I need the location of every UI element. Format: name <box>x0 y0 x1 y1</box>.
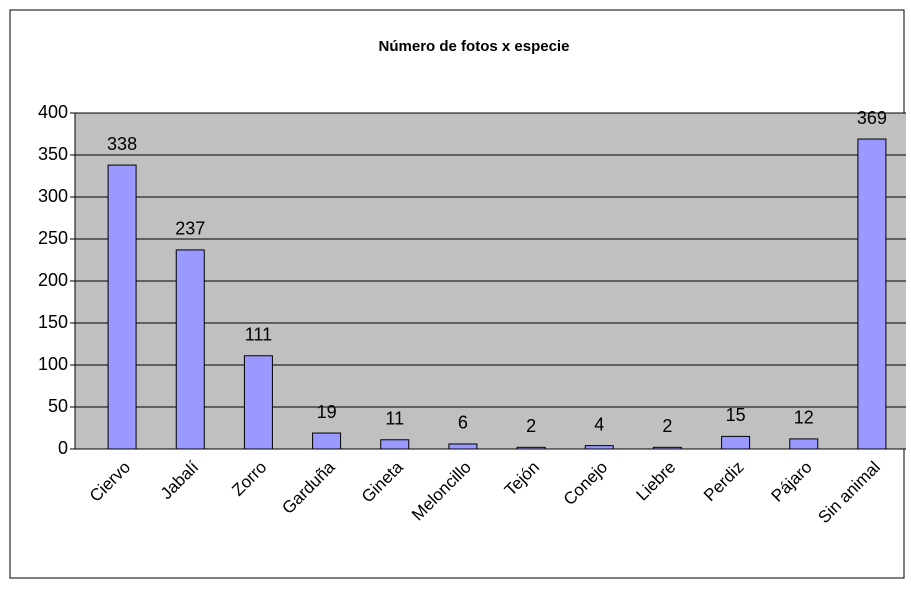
data-label: 11 <box>385 409 404 429</box>
bar <box>243 355 273 450</box>
y-tick-label: 350 <box>38 144 68 164</box>
y-tick-label: 100 <box>38 354 68 374</box>
data-label: 111 <box>245 325 272 345</box>
data-label: 338 <box>107 134 137 154</box>
data-label: 237 <box>175 219 205 239</box>
bar <box>584 445 614 450</box>
y-tick-label: 150 <box>38 312 68 332</box>
data-label: 15 <box>726 405 746 425</box>
data-label: 4 <box>594 414 604 434</box>
data-label: 369 <box>857 108 887 128</box>
bar <box>448 443 478 450</box>
y-tick-label: 300 <box>38 186 68 206</box>
y-tick-label: 50 <box>48 396 68 416</box>
chart-title: Número de fotos x especie <box>379 38 570 55</box>
data-label: 2 <box>526 416 536 436</box>
y-tick-label: 200 <box>38 270 68 290</box>
data-label: 6 <box>458 413 468 433</box>
bar <box>380 439 410 450</box>
bar <box>312 432 342 450</box>
y-tick-label: 400 <box>38 102 68 122</box>
bar <box>721 435 751 450</box>
bar <box>175 249 205 450</box>
y-tick-label: 250 <box>38 228 68 248</box>
bar <box>789 438 819 450</box>
data-label: 19 <box>317 402 337 422</box>
bar <box>857 138 887 450</box>
data-label: 12 <box>794 408 814 428</box>
data-label: 2 <box>662 416 672 436</box>
y-tick-label: 0 <box>58 438 68 458</box>
bar <box>107 164 137 450</box>
